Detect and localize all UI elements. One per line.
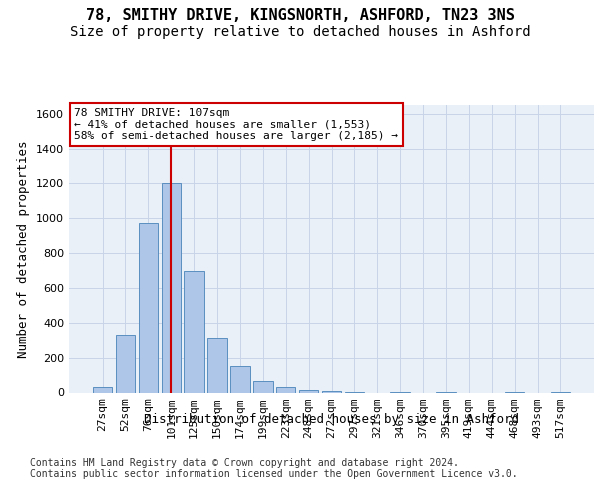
Bar	[276, 388, 295, 392]
Bar	[253, 381, 272, 392]
Bar	[116, 335, 135, 392]
Text: 78 SMITHY DRIVE: 107sqm
← 41% of detached houses are smaller (1,553)
58% of semi: 78 SMITHY DRIVE: 107sqm ← 41% of detache…	[74, 108, 398, 141]
Text: Contains HM Land Registry data © Crown copyright and database right 2024.
Contai: Contains HM Land Registry data © Crown c…	[30, 458, 518, 479]
Bar	[184, 270, 204, 392]
Bar	[208, 338, 227, 392]
Text: Size of property relative to detached houses in Ashford: Size of property relative to detached ho…	[70, 25, 530, 39]
Y-axis label: Number of detached properties: Number of detached properties	[17, 140, 31, 358]
Text: 78, SMITHY DRIVE, KINGSNORTH, ASHFORD, TN23 3NS: 78, SMITHY DRIVE, KINGSNORTH, ASHFORD, T…	[86, 8, 514, 22]
Text: Distribution of detached houses by size in Ashford: Distribution of detached houses by size …	[145, 412, 519, 426]
Bar	[299, 390, 319, 392]
Bar	[161, 184, 181, 392]
Bar	[139, 224, 158, 392]
Bar	[230, 366, 250, 392]
Bar	[93, 388, 112, 392]
Bar	[322, 391, 341, 392]
